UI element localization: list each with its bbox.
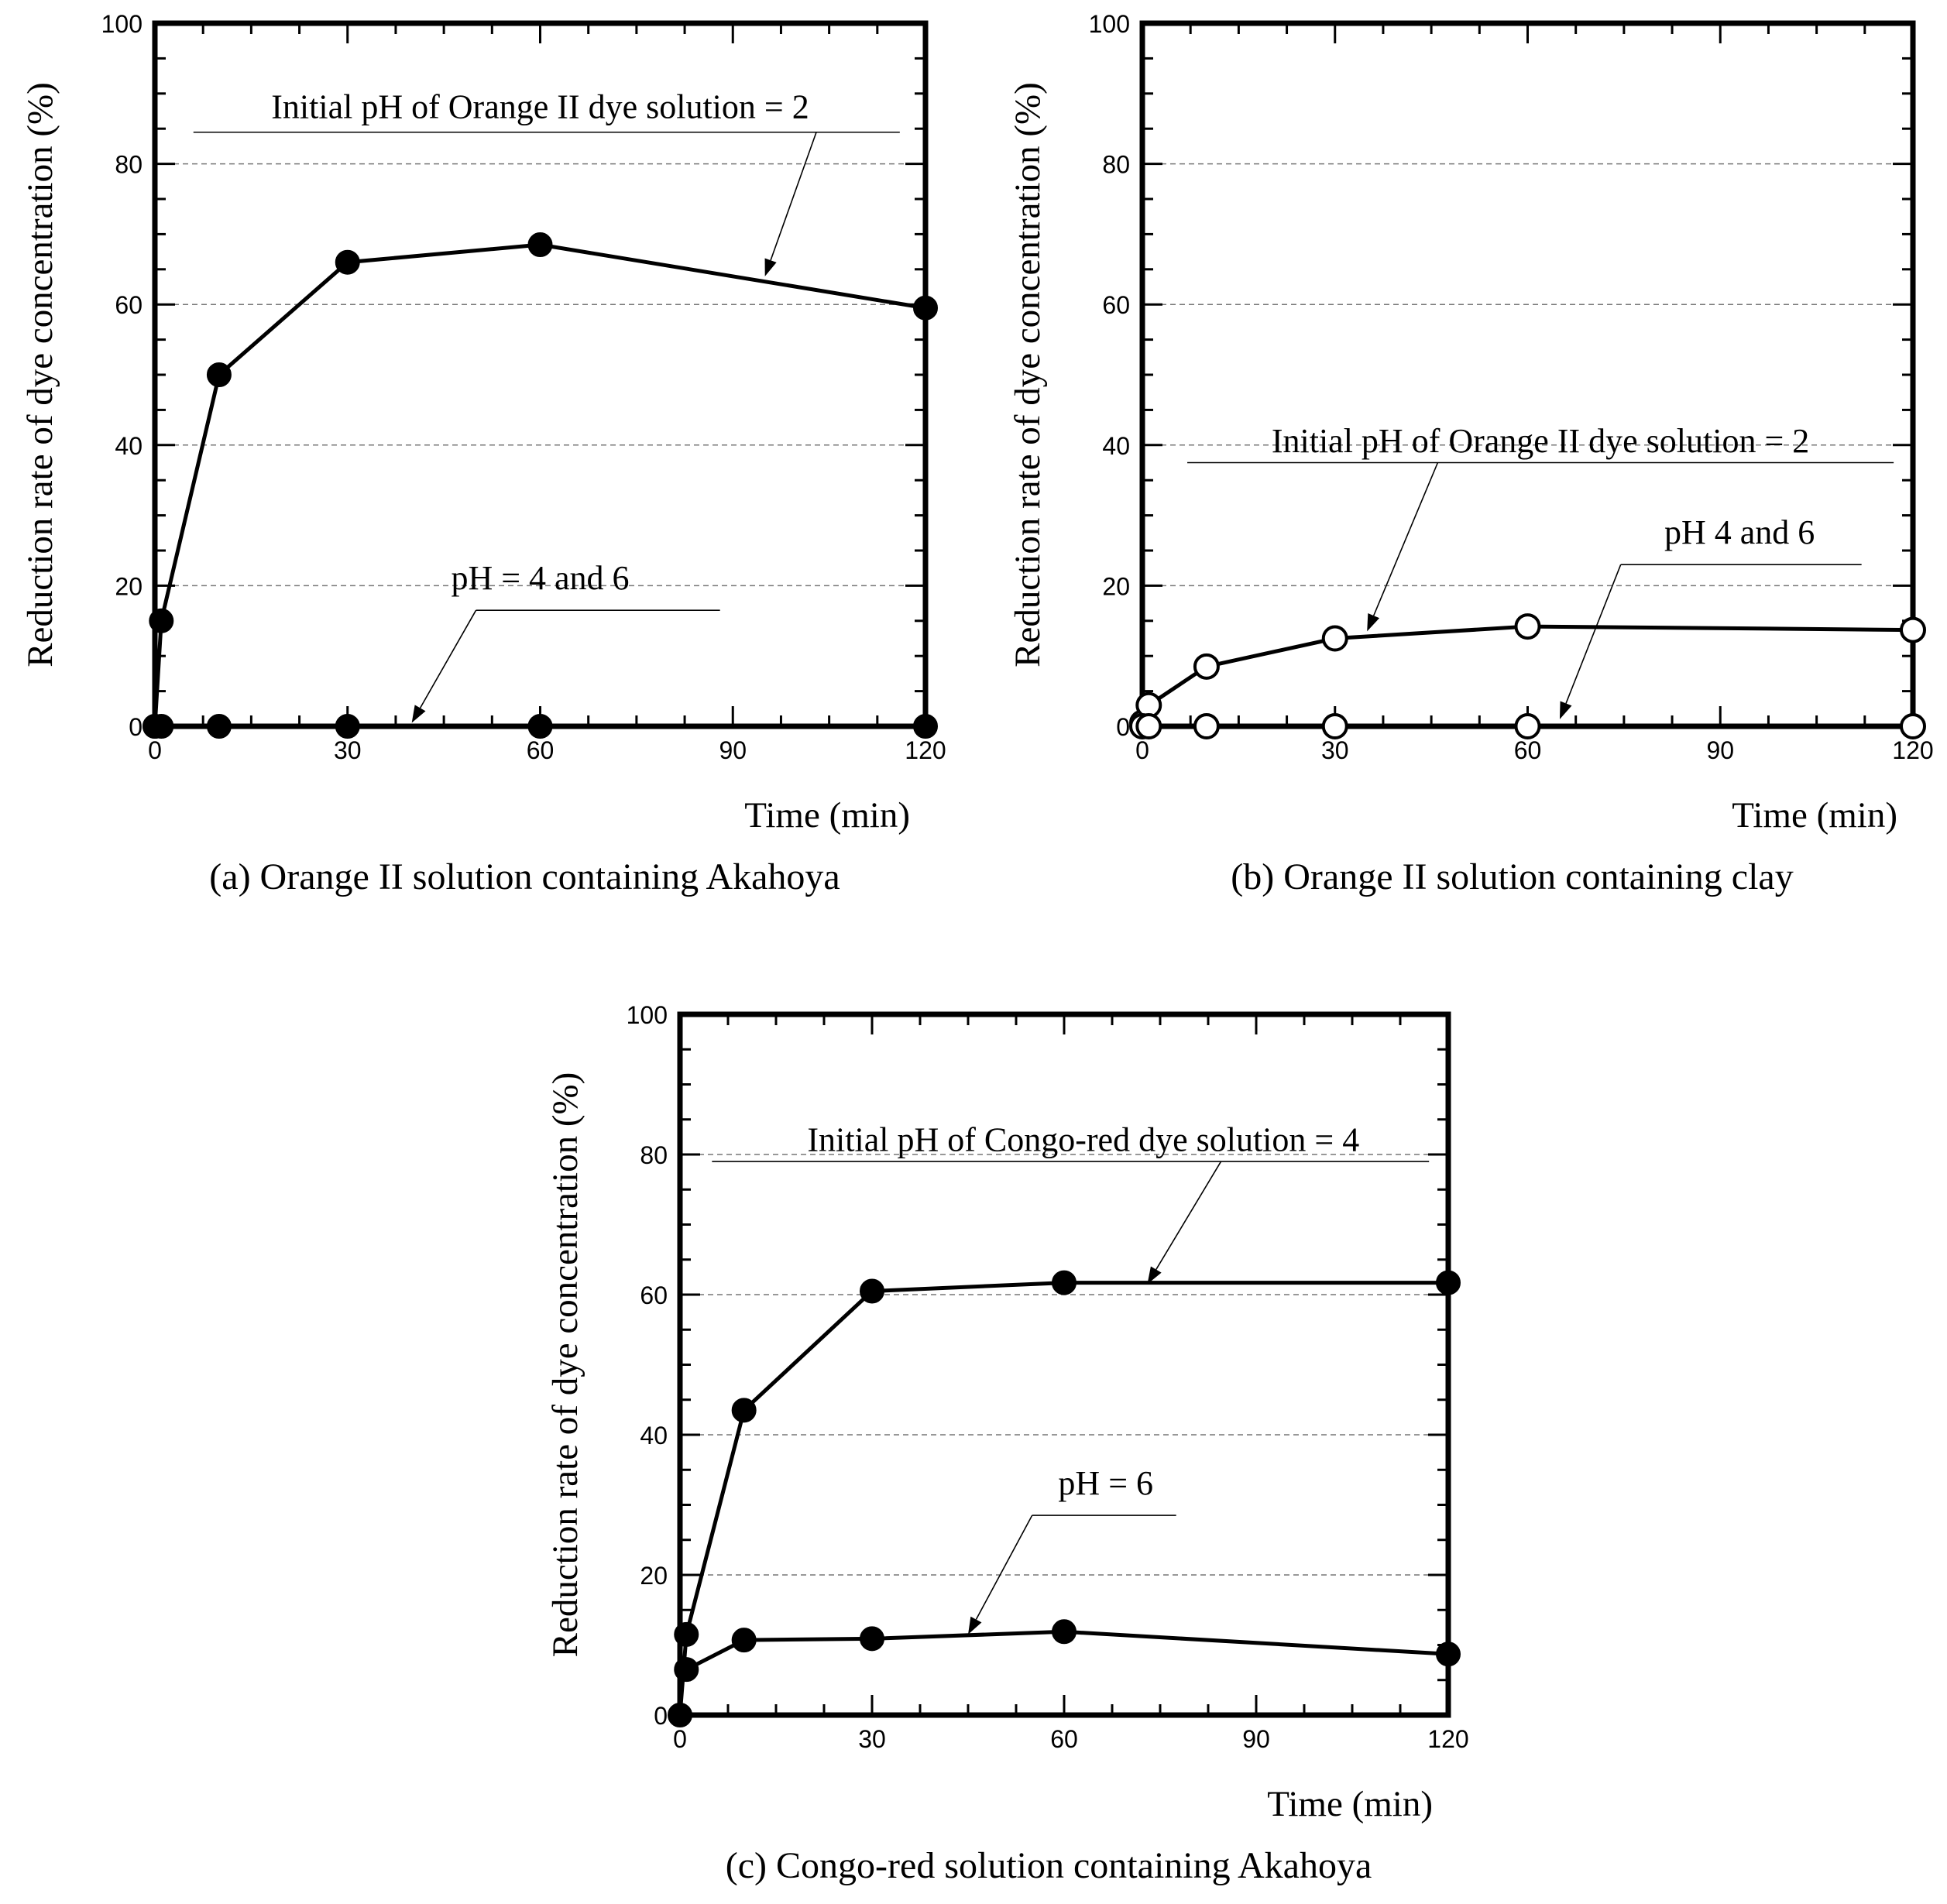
- y-tick-label: 100: [1089, 10, 1130, 38]
- y-tick-label: 80: [640, 1141, 668, 1169]
- panel-a: 0 30 60 90 120 0 20 40 60 80 100 Time (min) Reductio…: [20, 10, 946, 897]
- x-tick-label: 30: [334, 736, 362, 764]
- annotation-label: pH = 4 and 6: [451, 559, 629, 597]
- data-point: [527, 714, 553, 739]
- data-point: [731, 1628, 757, 1653]
- y-tick-label: 60: [1102, 291, 1130, 319]
- panel-caption: (a) Orange II solution containing Akahoy…: [209, 856, 840, 897]
- y-tick-label: 20: [640, 1562, 668, 1590]
- panel-caption: (c) Congo-red solution containing Akahoy…: [726, 1845, 1372, 1886]
- x-tick-label: 60: [527, 736, 555, 764]
- x-tick-label: 90: [719, 736, 747, 764]
- data-point: [1514, 613, 1541, 640]
- data-point: [668, 1703, 692, 1727]
- annotation-label: pH = 6: [1058, 1464, 1153, 1502]
- y-tick-label: 60: [640, 1281, 668, 1309]
- x-tick-label: 60: [1514, 736, 1542, 764]
- annotation-arrow-line: [1565, 564, 1622, 704]
- data-point: [1436, 1642, 1461, 1667]
- x-tick-label: 0: [148, 736, 162, 764]
- x-tick-label: 120: [905, 736, 946, 764]
- annotation-arrowhead: [1147, 1266, 1162, 1285]
- x-tick-label: 30: [1321, 736, 1349, 764]
- data-point: [335, 714, 360, 739]
- x-tick-label: 120: [1892, 736, 1933, 764]
- y-tick-label: 60: [115, 291, 143, 319]
- data-point: [731, 1398, 757, 1423]
- x-tick-label: 120: [1427, 1725, 1468, 1753]
- data-point: [1900, 713, 1926, 739]
- x-tick-label: 0: [673, 1725, 687, 1753]
- plot-frame: [677, 1011, 1451, 1718]
- y-tick-label: 40: [1102, 432, 1130, 460]
- data-point: [206, 714, 232, 739]
- annotation-label: pH 4 and 6: [1664, 513, 1815, 551]
- y-tick-label: 20: [115, 572, 143, 600]
- data-point: [1514, 713, 1541, 739]
- plot-frame: [152, 20, 929, 729]
- data-point: [206, 362, 232, 387]
- data-point: [335, 249, 360, 275]
- annotation-arrowhead: [764, 258, 777, 276]
- series-line-1: [678, 1281, 1448, 1716]
- y-tick-label: 0: [654, 1702, 668, 1730]
- data-point: [674, 1657, 699, 1683]
- x-tick-label: 30: [858, 1725, 886, 1753]
- data-point: [860, 1626, 884, 1652]
- data-point: [913, 714, 938, 739]
- annotation-arrow-line: [770, 132, 817, 261]
- y-tick-label: 0: [129, 713, 143, 741]
- x-axis-title: Time (min): [1732, 795, 1897, 835]
- y-axis-title: Reduction rate of dye concentration (%): [545, 1072, 585, 1658]
- series-line-1: [153, 242, 926, 727]
- data-point: [1052, 1619, 1077, 1645]
- annotation-arrowhead: [968, 1616, 982, 1635]
- panel-caption: (b) Orange II solution containing clay: [1231, 856, 1793, 897]
- data-point: [674, 1621, 699, 1647]
- y-tick-label: 80: [115, 151, 143, 179]
- x-axis-title: Time (min): [1267, 1784, 1433, 1824]
- annotation-label: Initial pH of Orange II dye solution = 2: [1272, 422, 1809, 460]
- x-tick-label: 90: [1242, 1725, 1270, 1753]
- data-point: [860, 1278, 884, 1304]
- annotation-arrow-line: [419, 609, 477, 708]
- data-point: [1193, 713, 1220, 739]
- y-tick-label: 20: [1102, 572, 1130, 600]
- data-point: [1052, 1270, 1077, 1295]
- x-tick-label: 0: [1135, 736, 1149, 764]
- data-point: [913, 295, 938, 321]
- data-point: [149, 714, 174, 739]
- x-axis-title: Time (min): [744, 795, 910, 835]
- y-tick-label: 40: [640, 1422, 668, 1449]
- y-tick-label: 0: [1116, 713, 1130, 741]
- x-tick-label: 60: [1050, 1725, 1078, 1753]
- data-point: [1321, 625, 1348, 652]
- annotation-label: Initial pH of Congo-red dye solution = 4: [807, 1120, 1359, 1158]
- y-tick-label: 80: [1102, 151, 1130, 179]
- data-point: [1900, 616, 1926, 643]
- panel-c: 0 30 60 90 120 0 20 40 60 80 100 Time (min) Reductio…: [545, 1001, 1469, 1886]
- annotation-arrowhead: [1367, 613, 1380, 632]
- annotation-arrowhead: [411, 705, 426, 723]
- data-point: [1321, 713, 1348, 739]
- y-tick-label: 100: [101, 10, 143, 38]
- annotation-arrow-line: [1372, 462, 1439, 616]
- y-tick-label: 40: [115, 432, 143, 460]
- y-tick-label: 100: [627, 1001, 668, 1029]
- panel-b: 0 30 60 90 120 0 20 40 60 80 100 Time (min) Reductio…: [1008, 10, 1934, 897]
- y-axis-title: Reduction rate of dye concentration (%): [20, 82, 60, 667]
- data-point: [149, 608, 174, 633]
- data-point: [1193, 653, 1220, 680]
- data-point: [1135, 713, 1162, 739]
- annotation-arrow-line: [1155, 1161, 1222, 1270]
- x-tick-label: 90: [1706, 736, 1734, 764]
- annotation-arrow-line: [975, 1515, 1033, 1620]
- data-point: [527, 232, 553, 258]
- y-axis-title: Reduction rate of dye concentration (%): [1008, 82, 1048, 667]
- data-point: [1436, 1270, 1461, 1295]
- annotation-arrowhead: [1559, 701, 1572, 719]
- annotation-label: Initial pH of Orange II dye solution = 2: [271, 88, 809, 126]
